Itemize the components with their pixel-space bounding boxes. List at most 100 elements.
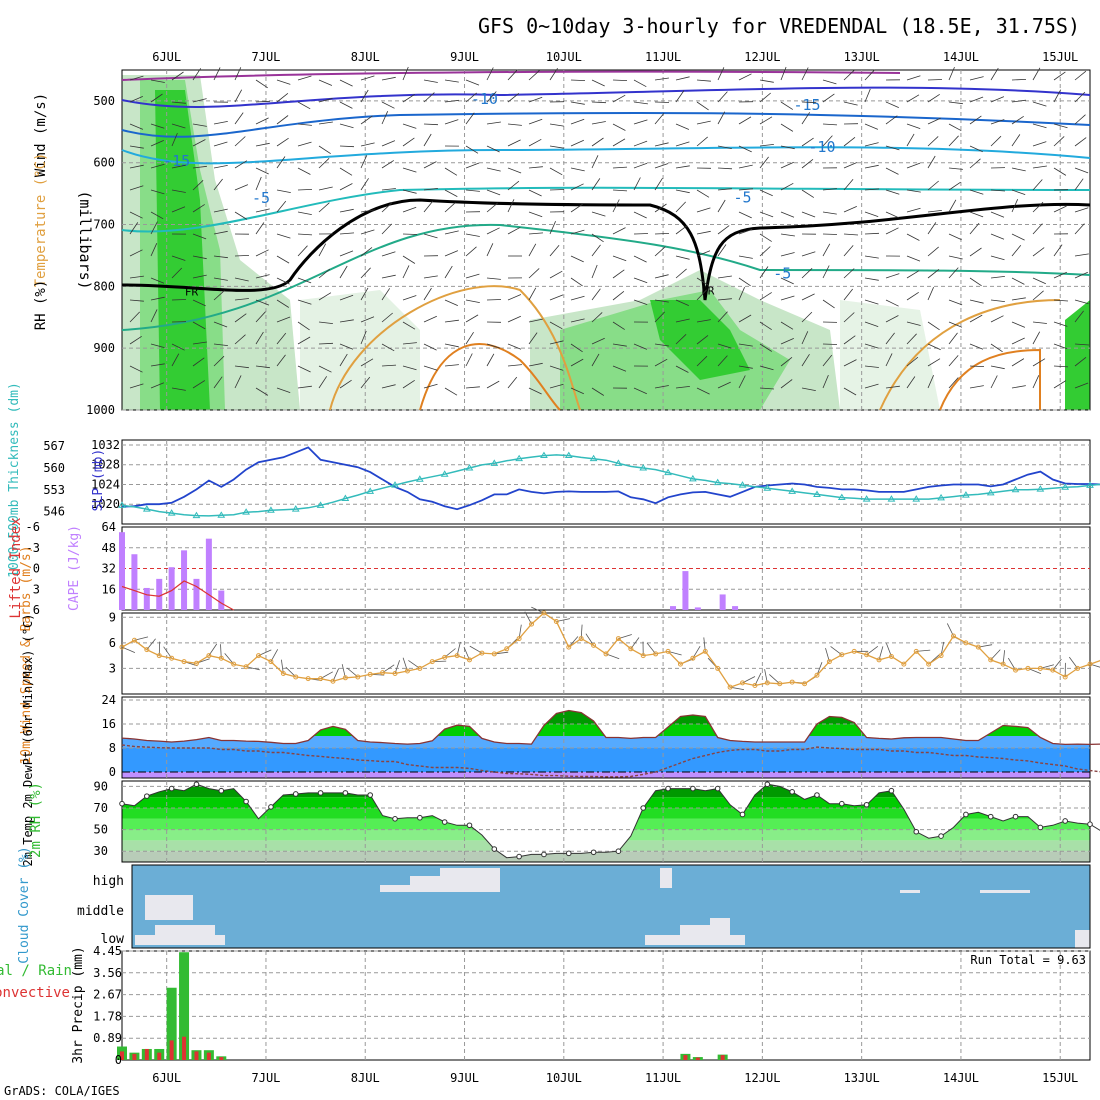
wind-barb: [759, 292, 772, 301]
wind-barb: [444, 99, 459, 103]
wind-barb: [255, 167, 269, 175]
thickness-point: [341, 494, 350, 501]
wind-barb: [486, 353, 495, 367]
thickness-point: [763, 484, 772, 491]
wind-barb: [423, 233, 438, 239]
y-tick-label: 2.67: [93, 988, 122, 1002]
wind-barb: [864, 211, 879, 217]
wind-barb: [654, 113, 665, 125]
wind-barb: [276, 115, 289, 125]
wind-barb: [1074, 167, 1089, 174]
wind-barb: [129, 311, 140, 323]
wind-barb: [570, 387, 584, 395]
wind-speed-point: [578, 636, 584, 642]
wind-barb: [1011, 99, 1026, 103]
wind-barb: [864, 277, 879, 281]
wind-speed-point: [305, 676, 311, 682]
y-axis-label: 2m Temp 2m DewPt (6hr Min/Max) (°C): [21, 614, 35, 867]
wind-speed-point: [429, 659, 435, 665]
wind-barb: [171, 343, 185, 351]
wind-barb: [486, 167, 501, 172]
wind-speed-point: [367, 671, 373, 677]
wind-barb: [423, 79, 438, 83]
wind-barb: [633, 299, 648, 305]
wind-barb: [192, 180, 204, 191]
wind-barb: [801, 331, 809, 345]
wind-barb: [171, 206, 186, 213]
wind-barb: [906, 94, 920, 103]
x-tick-label-top: 15JUL: [1042, 50, 1078, 64]
lifted-index-line: [121, 580, 234, 611]
wind-barb: [213, 178, 223, 191]
wind-barb: [717, 145, 732, 149]
wind-barb: [990, 315, 1004, 323]
wind-barb: [1074, 271, 1088, 279]
y-tick-label-right: 1024: [91, 477, 120, 491]
wind-barb: [654, 233, 670, 235]
y-tick-label: 900: [93, 341, 115, 355]
wind-barb: [381, 140, 396, 147]
wind-barb: [276, 277, 290, 285]
wind-barb: [444, 250, 459, 257]
rh-point: [590, 849, 597, 856]
slp-line: [121, 446, 1100, 511]
precip-convective-bar: [206, 1052, 211, 1060]
wind-barb: [654, 163, 669, 169]
precip-total-bar: [166, 987, 177, 1060]
wind-barb: [549, 321, 563, 330]
thickness-point: [589, 454, 598, 462]
wind-barb: [129, 299, 144, 302]
wind-barb: [675, 141, 690, 147]
precip-convective-bar: [695, 1057, 700, 1060]
wind-speed-point: [839, 652, 845, 658]
wind-barb: [654, 203, 667, 213]
wind-barb: [822, 243, 831, 257]
rh-band: [122, 851, 1090, 862]
wind-barb: [549, 340, 564, 345]
wind-barb: [318, 342, 334, 345]
wind-barb: [675, 123, 690, 130]
wind-barb: [171, 267, 183, 279]
wind-barb: [591, 155, 599, 169]
wind-barb: [402, 189, 417, 194]
wind-speed-point: [206, 653, 212, 659]
wind-barb: [1053, 321, 1068, 327]
wind-barb: [843, 206, 857, 213]
wind-barb: [759, 387, 775, 390]
wind-barb: [444, 79, 459, 83]
wind-barb: [255, 387, 269, 396]
wind-barb: [507, 92, 520, 103]
wind-speed-point: [640, 653, 646, 659]
wind-barb: [780, 252, 795, 257]
wind-barb: [360, 155, 368, 169]
wind-speed-point: [603, 651, 609, 657]
wind-speed-point: [454, 653, 460, 659]
wind-barb: [927, 210, 942, 213]
x-tick-label-bottom: 14JUL: [943, 1071, 979, 1085]
wind-barb: [927, 180, 939, 191]
wind-barb: [234, 184, 249, 191]
wind-barb: [381, 111, 389, 125]
y-tick-label-right: 1032: [91, 438, 120, 452]
cape-bar: [156, 578, 163, 610]
thickness-point: [391, 481, 399, 488]
y-tick-label-left: 0: [33, 562, 40, 576]
precip-total-bar: [179, 952, 190, 1060]
wind-barb: [444, 387, 458, 396]
wind-barb: [1074, 207, 1089, 213]
wind-barb: [402, 365, 417, 371]
wind-barb: [234, 277, 249, 282]
wind-barb: [654, 299, 669, 303]
wind-speed-point: [702, 648, 708, 654]
wind-barb: [528, 189, 542, 197]
wind-barb: [570, 118, 585, 125]
wind-barb: [696, 230, 711, 235]
wind-barb: [465, 246, 477, 257]
wind-barb: [339, 145, 355, 148]
wind-barb: [276, 255, 290, 264]
wind-barb: [717, 225, 730, 235]
wind-barb: [633, 387, 647, 395]
rh-point: [938, 833, 944, 839]
wind-barb: [297, 101, 311, 110]
